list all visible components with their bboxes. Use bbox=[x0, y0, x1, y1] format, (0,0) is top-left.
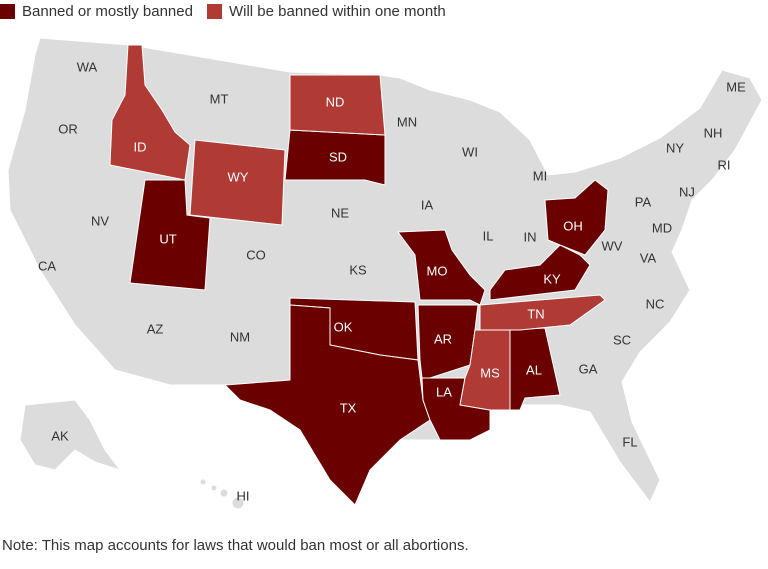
state-label-NC: NC bbox=[646, 296, 665, 311]
state-label-MO: MO bbox=[427, 263, 448, 278]
state-label-NY: NY bbox=[666, 140, 684, 155]
state-label-WV: WV bbox=[602, 238, 623, 253]
state-label-NH: NH bbox=[704, 125, 723, 140]
state-label-NV: NV bbox=[91, 213, 109, 228]
state-MO bbox=[397, 229, 486, 306]
state-label-NM: NM bbox=[230, 329, 250, 344]
legend-swatch-banned bbox=[0, 4, 15, 19]
state-label-VA: VA bbox=[640, 250, 657, 265]
state-label-KY: KY bbox=[543, 271, 561, 286]
legend-item-soon: Will be banned within one month bbox=[206, 3, 446, 20]
state-label-GA: GA bbox=[579, 361, 598, 376]
state-label-ND: ND bbox=[326, 94, 345, 109]
state-label-FL: FL bbox=[622, 434, 637, 449]
state-label-RI: RI bbox=[718, 157, 731, 172]
state-label-ME: ME bbox=[726, 79, 746, 94]
state-label-MD: MD bbox=[652, 220, 672, 235]
state-label-MI: MI bbox=[533, 168, 547, 183]
state-ND bbox=[289, 74, 386, 136]
state-MS bbox=[459, 329, 511, 411]
state-label-OK: OK bbox=[334, 319, 353, 334]
state-label-SC: SC bbox=[613, 332, 631, 347]
state-label-WI: WI bbox=[462, 144, 478, 159]
state-label-PA: PA bbox=[635, 194, 652, 209]
state-label-IA: IA bbox=[421, 197, 434, 212]
state-AR bbox=[417, 304, 479, 379]
state-label-OR: OR bbox=[58, 121, 78, 136]
state-label-KS: KS bbox=[349, 262, 367, 277]
legend: Banned or mostly banned Will be banned w… bbox=[0, 3, 460, 20]
legend-label: Will be banned within one month bbox=[228, 3, 446, 20]
state-label-TN: TN bbox=[527, 306, 544, 321]
state-label-NE: NE bbox=[331, 205, 349, 220]
legend-item-banned: Banned or mostly banned bbox=[0, 3, 193, 20]
state-KY bbox=[489, 244, 591, 301]
legend-label: Banned or mostly banned bbox=[22, 3, 193, 20]
state-label-CA: CA bbox=[38, 258, 56, 273]
state-label-AK: AK bbox=[51, 428, 69, 443]
state-label-ID: ID bbox=[134, 139, 147, 154]
state-label-CO: CO bbox=[246, 247, 266, 262]
state-label-MN: MN bbox=[397, 114, 417, 129]
state-HI bbox=[199, 478, 245, 510]
state-label-HI: HI bbox=[237, 488, 250, 503]
state-label-UT: UT bbox=[159, 231, 176, 246]
state-label-MT: MT bbox=[210, 91, 229, 106]
state-label-OH: OH bbox=[563, 218, 583, 233]
state-ID bbox=[109, 44, 191, 181]
state-label-AR: AR bbox=[434, 331, 452, 346]
state-label-MS: MS bbox=[480, 365, 500, 380]
state-label-IN: IN bbox=[524, 229, 537, 244]
state-label-AL: AL bbox=[526, 362, 542, 377]
state-label-SD: SD bbox=[329, 149, 347, 164]
state-label-WA: WA bbox=[77, 59, 98, 74]
state-OH bbox=[544, 179, 609, 256]
state-label-NJ: NJ bbox=[679, 184, 695, 199]
state-label-WY: WY bbox=[228, 169, 249, 184]
state-AK bbox=[19, 399, 122, 471]
legend-swatch-soon bbox=[206, 4, 222, 19]
state-label-IL: IL bbox=[483, 228, 494, 243]
state-TX bbox=[223, 304, 431, 506]
state-WY bbox=[189, 139, 286, 226]
footnote: Note: This map accounts for laws that wo… bbox=[2, 537, 469, 554]
state-label-LA: LA bbox=[436, 384, 452, 399]
state-label-AZ: AZ bbox=[147, 321, 164, 336]
state-label-TX: TX bbox=[340, 400, 357, 415]
